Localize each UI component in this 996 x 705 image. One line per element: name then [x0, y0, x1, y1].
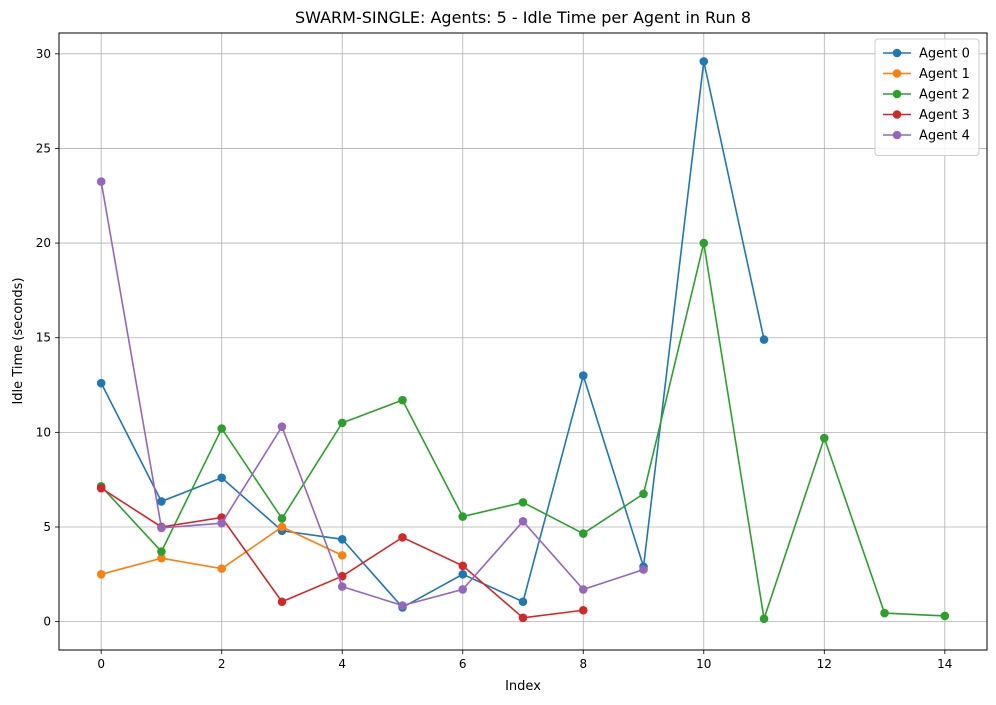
data-point [578, 371, 588, 380]
data-point [277, 422, 287, 431]
data-point [217, 564, 227, 573]
legend: Agent 0 Agent 1 Agent 2 Agent 3 Agent 4 [874, 38, 980, 156]
data-point [759, 614, 769, 624]
legend-entry: Agent 1 [883, 67, 970, 82]
data-point [337, 534, 347, 544]
data-point [398, 395, 407, 405]
data-point [96, 177, 106, 186]
data-point [639, 565, 648, 574]
data-point [699, 238, 709, 248]
legend-marker [892, 69, 902, 78]
x-tick-label: 8 [579, 657, 587, 671]
data-point [96, 483, 106, 493]
x-tick-label: 6 [459, 657, 467, 671]
plot-frame [58, 32, 988, 651]
data-point [518, 597, 528, 607]
x-tick-label: 0 [97, 657, 105, 671]
data-point [217, 473, 227, 483]
data-point [518, 517, 528, 526]
data-point [518, 613, 528, 623]
series-line [100, 61, 765, 609]
data-point [277, 522, 287, 532]
legend-label: Agent 3 [919, 108, 970, 123]
legend-marker [892, 130, 902, 140]
legend-label: Agent 1 [919, 67, 970, 82]
x-tick-label: 10 [696, 657, 711, 671]
legend-marker [892, 89, 902, 99]
data-point [337, 571, 347, 581]
series-agent-3 [96, 483, 588, 623]
legend-label: Agent 2 [919, 88, 970, 103]
y-tick-label: 25 [36, 141, 51, 155]
y-tick-label: 10 [36, 425, 51, 439]
data-point [277, 597, 287, 607]
data-point [759, 335, 769, 344]
legend-marker [892, 48, 902, 58]
series-line [100, 181, 644, 607]
data-point [578, 605, 588, 615]
data-point [458, 585, 468, 594]
data-point [699, 57, 709, 66]
data-point [578, 585, 588, 594]
data-point [277, 514, 287, 523]
data-point [940, 611, 950, 621]
x-tick-label: 2 [218, 657, 226, 671]
data-point [398, 601, 407, 610]
y-tick-label: 15 [36, 331, 51, 345]
data-point [880, 608, 889, 618]
series-agent-4 [96, 177, 648, 610]
data-point [337, 418, 347, 428]
legend-label: Agent 4 [919, 129, 970, 144]
legend-entry: Agent 2 [883, 88, 970, 103]
x-axis-label: Index [505, 679, 541, 694]
data-point [398, 533, 407, 542]
legend-entry: Agent 4 [883, 129, 970, 144]
data-point [157, 523, 166, 533]
data-point [96, 569, 106, 579]
data-point [639, 489, 648, 499]
chart-title: SWARM-SINGLE: Agents: 5 - Idle Time per … [295, 8, 751, 27]
data-point [337, 551, 347, 560]
axes: 0 2 4 6 8 10 12 14 0 5 10 15 20 25 30 [36, 47, 953, 671]
series-layer [96, 57, 950, 624]
data-point [819, 433, 829, 443]
y-tick-label: 5 [43, 520, 51, 534]
data-point [157, 547, 166, 556]
y-tick-label: 0 [43, 615, 51, 629]
data-point [157, 553, 166, 563]
y-tick-label: 20 [36, 236, 51, 250]
series-agent-1 [96, 522, 347, 579]
x-tick-label: 12 [817, 657, 832, 671]
legend-marker [892, 110, 902, 119]
data-point [217, 518, 227, 528]
data-point [578, 529, 588, 538]
data-point [337, 582, 347, 591]
y-tick-label: 30 [36, 47, 51, 61]
x-tick-label: 14 [937, 657, 952, 671]
data-point [518, 498, 528, 507]
data-point [217, 424, 227, 433]
legend-entry: Agent 3 [883, 108, 970, 123]
legend-box [874, 38, 980, 156]
legend-label: Agent 0 [919, 47, 970, 62]
y-axis-label: Idle Time (seconds) [11, 277, 26, 404]
data-point [157, 497, 166, 506]
data-point [458, 561, 468, 571]
data-point [458, 512, 468, 521]
legend-entry: Agent 0 [883, 47, 970, 62]
x-tick-label: 4 [338, 657, 346, 671]
data-point [458, 569, 468, 579]
data-point [96, 378, 106, 388]
